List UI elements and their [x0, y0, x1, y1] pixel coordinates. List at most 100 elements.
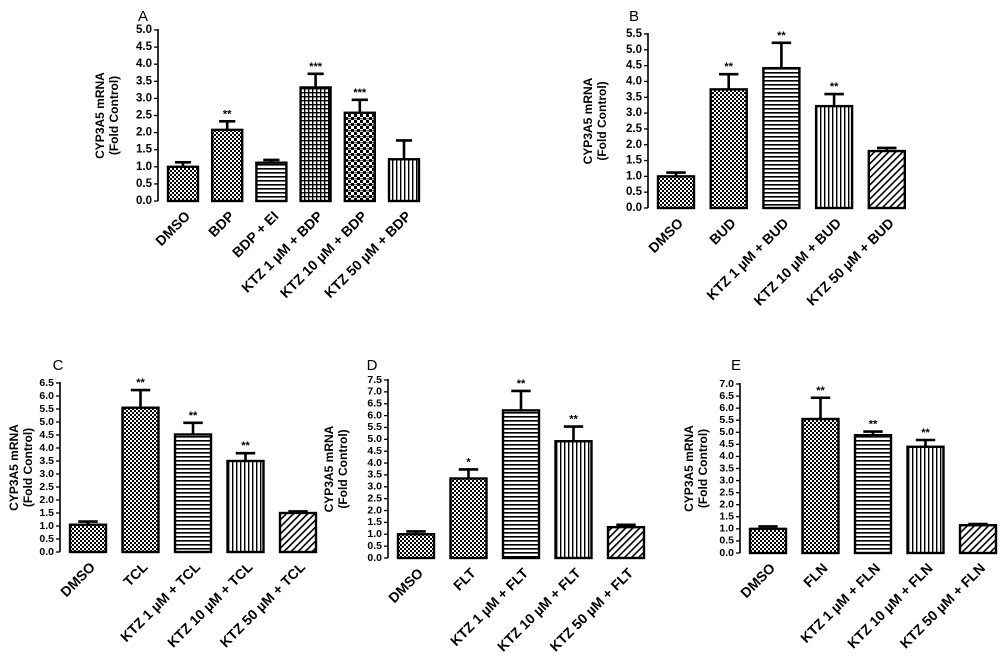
y-tick-label: 2.5 [39, 481, 54, 493]
y-tick-label: 0.0 [367, 552, 382, 564]
y-tick-label: 5.0 [367, 433, 382, 445]
y-tick-label: 5.0 [39, 416, 54, 428]
significance-marker: * [466, 456, 471, 468]
significance-marker: *** [353, 87, 367, 99]
x-tick-label: KTZ 50 µM + BUD [803, 215, 897, 309]
y-tick-label: 3.0 [626, 107, 642, 119]
y-tick-label: 5.5 [367, 421, 382, 433]
bar-ktz-50-um-fln [958, 524, 998, 555]
y-tick-label: 4.5 [39, 429, 54, 441]
y-tick-label: 3.5 [719, 462, 734, 474]
y-tick-label: 3.0 [136, 92, 152, 104]
y-tick-label: 2.0 [367, 504, 382, 516]
bar-dmso [656, 175, 696, 210]
panel-a: A CYP3A5 mRNA (Fold Control) 0.0 0.5 1.0 1.5 2.… [93, 8, 421, 301]
significance-marker: ** [921, 427, 930, 439]
significance-marker: *** [309, 61, 323, 73]
y-tick-label: 5.5 [626, 28, 643, 40]
significance-marker: ** [830, 81, 839, 93]
y-axis-sublabel: (Fold Control) [107, 76, 121, 155]
x-tick-label: DMSO [57, 559, 98, 600]
x-tick-label: KTZ 10 µM + BUD [750, 215, 844, 309]
y-tick-label: 3.0 [367, 481, 382, 493]
y-tick-label: 6.0 [367, 409, 382, 421]
y-tick-label: 6.0 [39, 390, 54, 402]
y-tick-label: 3.5 [39, 455, 54, 467]
y-tick-label: 1.5 [626, 155, 643, 167]
x-tick-label: BUD [706, 215, 739, 248]
y-tick-label: 1.0 [367, 528, 382, 540]
bar-ktz-1-um-flt [501, 409, 541, 560]
significance-marker: ** [724, 61, 733, 73]
x-tick-label: KTZ 50 µM + BDP [321, 208, 414, 301]
y-tick-label: 3.5 [136, 75, 153, 87]
bar-ktz-10-um-flt [554, 440, 593, 560]
bar-tcl [121, 406, 160, 554]
y-tick-label: 4.5 [367, 445, 382, 457]
x-tick-label: DMSO [152, 208, 193, 249]
y-tick-label: 6.5 [719, 390, 734, 402]
bar-ktz-50-um-bdp [387, 158, 421, 203]
bar-bdp [210, 128, 244, 203]
y-axis-label: CYP3A5 mRNA [682, 425, 696, 512]
y-tick-label: 4.5 [719, 438, 734, 450]
bar-dmso [166, 165, 200, 203]
y-tick-label: 2.0 [39, 494, 54, 506]
x-tick-label: FLN [800, 560, 831, 591]
panel-letter: E [731, 357, 741, 374]
y-tick-label: 7.5 [367, 374, 382, 386]
x-tick-label: DMSO [645, 215, 686, 256]
significance-marker: ** [517, 378, 526, 390]
bar-ktz-1-um-bdp [299, 86, 332, 203]
x-tick-label: FLT [450, 564, 479, 593]
y-tick-label: 3.5 [626, 91, 643, 103]
y-axis-label: CYP3A5 mRNA [7, 424, 21, 511]
bar-ktz-10-um-bdp [343, 111, 376, 203]
significance-marker: ** [569, 414, 578, 426]
significance-marker: ** [189, 410, 198, 422]
panel-letter: C [53, 357, 64, 374]
y-tick-label: 0.5 [39, 533, 54, 545]
bar-ktz-50-um-tcl [278, 511, 318, 554]
y-tick-label: 5.0 [136, 24, 152, 36]
x-tick-label: DMSO [385, 565, 426, 606]
y-tick-label: 2.5 [626, 123, 643, 135]
y-tick-label: 5.0 [626, 44, 642, 56]
y-axis-label: CYP3A5 mRNA [581, 77, 595, 164]
y-tick-label: 4.5 [136, 41, 153, 53]
y-tick-label: 3.0 [39, 468, 54, 480]
bar-bdp-ei [255, 161, 288, 203]
y-tick-label: 0.0 [719, 547, 734, 559]
y-tick-label: 5.5 [719, 414, 734, 426]
y-tick-label: 0.5 [136, 178, 153, 190]
x-tick-label: DMSO [737, 560, 778, 601]
bar-ktz-10-um-bud [814, 104, 854, 210]
y-tick-label: 5.0 [719, 426, 734, 438]
y-tick-label: 2.0 [626, 139, 642, 151]
bar-ktz-50-um-flt [606, 525, 646, 560]
significance-marker: ** [223, 108, 232, 120]
y-tick-label: 1.0 [626, 170, 642, 182]
y-tick-label: 3.0 [719, 474, 734, 486]
y-tick-label: 2.5 [719, 486, 734, 498]
bar-dmso [748, 527, 788, 555]
y-tick-label: 4.5 [626, 60, 643, 72]
y-tick-label: 1.0 [136, 161, 152, 173]
y-tick-label: 5.5 [39, 403, 54, 415]
significance-marker: ** [869, 419, 878, 431]
panel-letter: B [629, 8, 639, 25]
y-tick-label: 4.0 [367, 457, 382, 469]
y-tick-label: 1.5 [367, 516, 382, 528]
y-axis-label: CYP3A5 mRNA [322, 425, 336, 512]
bar-dmso [396, 533, 436, 560]
y-tick-label: 7.0 [719, 378, 734, 390]
significance-marker: ** [777, 30, 786, 42]
y-tick-label: 2.0 [719, 498, 734, 510]
y-tick-label: 4.0 [626, 75, 642, 87]
y-tick-label: 0.0 [39, 546, 54, 558]
bar-ktz-10-um-fln [906, 445, 945, 555]
y-tick-label: 4.0 [136, 58, 152, 70]
y-axis-sublabel: (Fold Control) [336, 429, 350, 508]
